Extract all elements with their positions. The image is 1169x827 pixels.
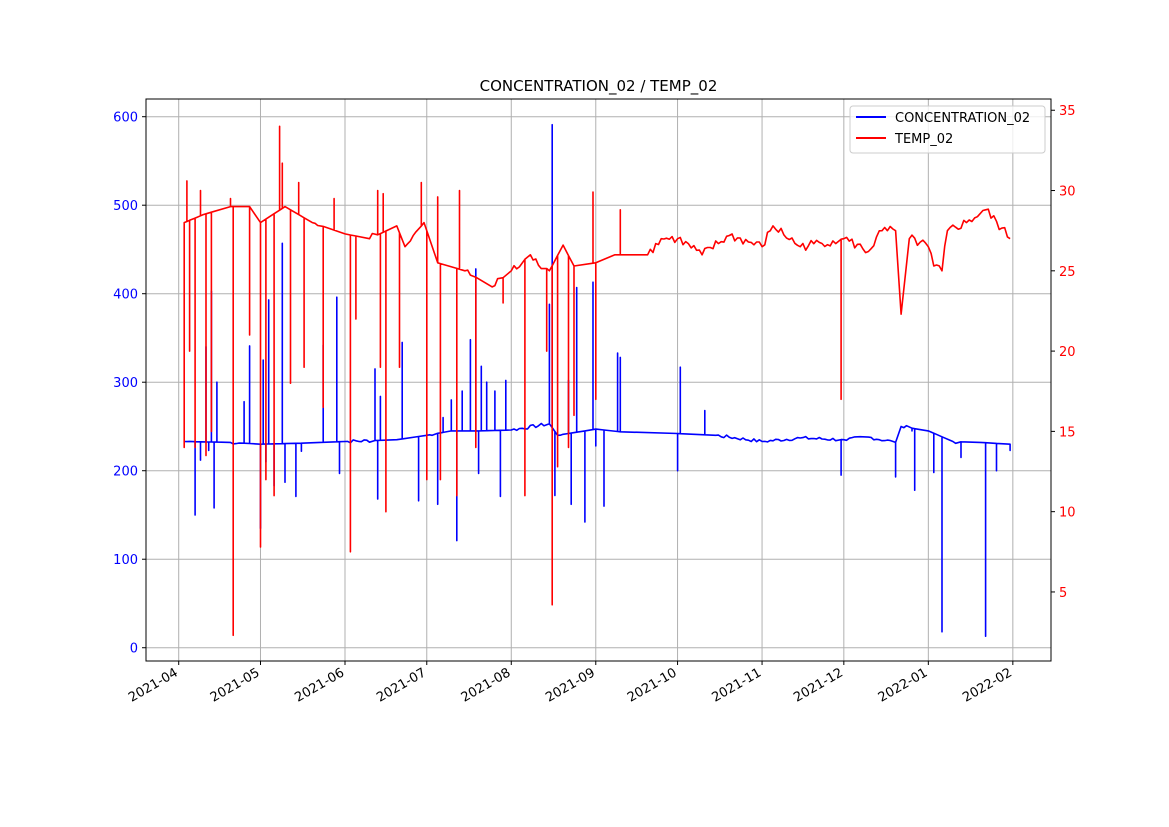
legend-label-temp: TEMP_02 — [894, 132, 953, 147]
y-left-tick-label: 600 — [113, 111, 138, 126]
plot-lines — [183, 123, 1011, 637]
y-right-tick-label: 5 — [1059, 586, 1067, 601]
legend: CONCENTRATION_02 TEMP_02 — [849, 105, 1046, 154]
y-left-tick-label: 400 — [113, 288, 138, 303]
y-right-tick-label: 15 — [1059, 425, 1076, 440]
y-right-tick-label: 20 — [1059, 345, 1076, 360]
grid — [146, 99, 1051, 661]
y-right-tick-label: 35 — [1059, 104, 1076, 119]
y-left-tick-label: 100 — [113, 553, 138, 568]
y-left-tick-label: 500 — [113, 199, 138, 214]
y-left-tick-label: 300 — [113, 376, 138, 391]
series-line-concentration_02 — [184, 123, 1011, 637]
y-left-tick-label: 200 — [113, 465, 138, 480]
y-right-tick-label: 30 — [1059, 185, 1076, 200]
series-line-temp_02 — [183, 125, 1011, 637]
y-axis-left: 0 100 200 300 400 500 600 — [113, 111, 146, 657]
y-right-tick-label: 10 — [1059, 506, 1076, 521]
y-right-tick-label: 25 — [1059, 265, 1076, 280]
y-axis-right: 5 10 15 20 25 30 35 — [1051, 104, 1076, 601]
legend-label-concentration: CONCENTRATION_02 — [895, 111, 1030, 126]
chart-title: CONCENTRATION_02 / TEMP_02 — [480, 77, 718, 96]
y-left-tick-label: 0 — [130, 642, 138, 657]
plot-frame — [145, 98, 1052, 662]
